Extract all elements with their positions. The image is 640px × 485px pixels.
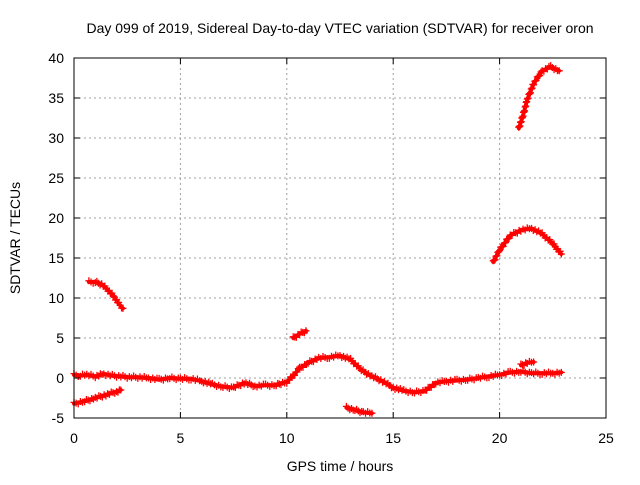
data-point: [557, 368, 565, 376]
data-point: [536, 72, 544, 80]
tick-layer: 0 5 10 15 20 25 -5 0 5 10 15 20 25 30 35 40: [48, 50, 614, 446]
y-tick-label: 15: [48, 250, 64, 266]
data-point: [368, 409, 376, 417]
plot-frame: [73, 57, 607, 419]
data-point: [532, 77, 540, 85]
series-midday-low-segment: [342, 402, 376, 417]
data-point: [491, 256, 499, 264]
y-axis-label: SDTVAR / TECUs: [7, 182, 23, 294]
data-point: [526, 89, 534, 97]
x-tick-label: 10: [279, 430, 295, 446]
data-point: [293, 368, 301, 376]
x-tick-label: 20: [492, 430, 508, 446]
y-tick-label: 5: [56, 330, 64, 346]
data-point: [495, 248, 503, 256]
series-late-steep-rise: [515, 62, 563, 131]
data-point: [523, 95, 531, 103]
series-late-arc: [489, 224, 565, 265]
data-point: [117, 386, 125, 394]
grid-layer: [74, 58, 606, 418]
data-point: [524, 94, 532, 102]
data-point: [302, 327, 310, 335]
series-main-track: [70, 351, 565, 397]
y-tick-label: 40: [48, 50, 64, 66]
x-tick-label: 25: [598, 430, 614, 446]
x-tick-label: 5: [177, 430, 185, 446]
y-tick-label: 35: [48, 90, 64, 106]
data-point: [526, 90, 534, 98]
data-layer: [70, 62, 565, 417]
data-point: [96, 281, 104, 289]
data-point: [496, 247, 504, 255]
y-tick-label: 10: [48, 290, 64, 306]
data-point: [530, 358, 538, 366]
series-short-segment-10h: [289, 327, 310, 341]
y-tick-label: 0: [56, 370, 64, 386]
x-tick-label: 0: [70, 430, 78, 446]
y-tick-label: 20: [48, 210, 64, 226]
data-point: [530, 81, 538, 89]
x-axis-label: GPS time / hours: [287, 458, 394, 474]
y-tick-label: -5: [52, 410, 65, 426]
series-early-arc: [85, 277, 127, 312]
y-tick-label: 25: [48, 170, 64, 186]
data-point: [527, 85, 535, 93]
data-point: [528, 84, 536, 92]
x-tick-label: 15: [385, 430, 401, 446]
data-point: [502, 239, 510, 247]
data-point: [557, 250, 565, 258]
chart-title: Day 099 of 2019, Sidereal Day-to-day VTE…: [86, 20, 593, 36]
data-point: [109, 292, 117, 300]
y-tick-label: 30: [48, 130, 64, 146]
series-late-blip: [517, 357, 538, 369]
data-point: [119, 304, 127, 312]
series-early-low-track: [70, 386, 125, 408]
data-point: [499, 242, 507, 250]
data-point: [555, 67, 563, 75]
data-point: [493, 252, 501, 260]
data-point: [525, 90, 533, 98]
